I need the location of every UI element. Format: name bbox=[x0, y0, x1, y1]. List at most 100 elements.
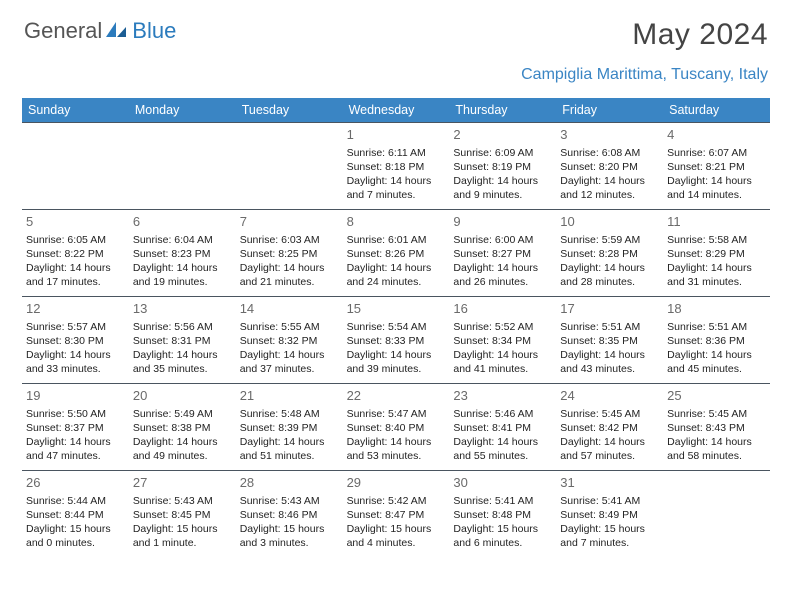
weekday-header: Thursday bbox=[449, 98, 556, 122]
day-cell: 30Sunrise: 5:41 AMSunset: 8:48 PMDayligh… bbox=[449, 471, 556, 557]
day-cell: 16Sunrise: 5:52 AMSunset: 8:34 PMDayligh… bbox=[449, 297, 556, 383]
sunset-text: Sunset: 8:49 PM bbox=[560, 508, 659, 522]
daylight-text: Daylight: 14 hours and 51 minutes. bbox=[240, 435, 339, 463]
sunrise-text: Sunrise: 5:52 AM bbox=[453, 320, 552, 334]
sunset-text: Sunset: 8:35 PM bbox=[560, 334, 659, 348]
sunset-text: Sunset: 8:21 PM bbox=[667, 160, 766, 174]
day-number: 10 bbox=[560, 213, 659, 231]
sunset-text: Sunset: 8:22 PM bbox=[26, 247, 125, 261]
day-number: 6 bbox=[133, 213, 232, 231]
sunrise-text: Sunrise: 5:55 AM bbox=[240, 320, 339, 334]
day-cell: 28Sunrise: 5:43 AMSunset: 8:46 PMDayligh… bbox=[236, 471, 343, 557]
day-cell: 12Sunrise: 5:57 AMSunset: 8:30 PMDayligh… bbox=[22, 297, 129, 383]
sunrise-text: Sunrise: 5:47 AM bbox=[347, 407, 446, 421]
sunrise-text: Sunrise: 5:49 AM bbox=[133, 407, 232, 421]
calendar: Sunday Monday Tuesday Wednesday Thursday… bbox=[22, 98, 770, 557]
daylight-text: Daylight: 14 hours and 17 minutes. bbox=[26, 261, 125, 289]
day-number: 29 bbox=[347, 474, 446, 492]
weekday-header: Friday bbox=[556, 98, 663, 122]
sunrise-text: Sunrise: 5:51 AM bbox=[560, 320, 659, 334]
daylight-text: Daylight: 15 hours and 3 minutes. bbox=[240, 522, 339, 550]
sunrise-text: Sunrise: 5:46 AM bbox=[453, 407, 552, 421]
logo-text-blue: Blue bbox=[132, 18, 176, 44]
daylight-text: Daylight: 14 hours and 39 minutes. bbox=[347, 348, 446, 376]
daylight-text: Daylight: 14 hours and 31 minutes. bbox=[667, 261, 766, 289]
sunrise-text: Sunrise: 5:42 AM bbox=[347, 494, 446, 508]
sunrise-text: Sunrise: 6:04 AM bbox=[133, 233, 232, 247]
day-number: 13 bbox=[133, 300, 232, 318]
sunset-text: Sunset: 8:45 PM bbox=[133, 508, 232, 522]
day-cell bbox=[22, 123, 129, 209]
day-number: 1 bbox=[347, 126, 446, 144]
sunrise-text: Sunrise: 5:50 AM bbox=[26, 407, 125, 421]
day-number: 17 bbox=[560, 300, 659, 318]
day-cell bbox=[663, 471, 770, 557]
day-number: 9 bbox=[453, 213, 552, 231]
sunrise-text: Sunrise: 6:03 AM bbox=[240, 233, 339, 247]
day-number: 16 bbox=[453, 300, 552, 318]
daylight-text: Daylight: 14 hours and 55 minutes. bbox=[453, 435, 552, 463]
weekday-header-row: Sunday Monday Tuesday Wednesday Thursday… bbox=[22, 98, 770, 122]
day-number: 23 bbox=[453, 387, 552, 405]
sunset-text: Sunset: 8:36 PM bbox=[667, 334, 766, 348]
day-cell: 2Sunrise: 6:09 AMSunset: 8:19 PMDaylight… bbox=[449, 123, 556, 209]
day-cell: 13Sunrise: 5:56 AMSunset: 8:31 PMDayligh… bbox=[129, 297, 236, 383]
daylight-text: Daylight: 15 hours and 7 minutes. bbox=[560, 522, 659, 550]
day-number: 30 bbox=[453, 474, 552, 492]
day-number: 3 bbox=[560, 126, 659, 144]
day-number: 25 bbox=[667, 387, 766, 405]
sunrise-text: Sunrise: 5:43 AM bbox=[133, 494, 232, 508]
sunrise-text: Sunrise: 5:45 AM bbox=[667, 407, 766, 421]
day-cell: 27Sunrise: 5:43 AMSunset: 8:45 PMDayligh… bbox=[129, 471, 236, 557]
day-cell: 18Sunrise: 5:51 AMSunset: 8:36 PMDayligh… bbox=[663, 297, 770, 383]
sunset-text: Sunset: 8:19 PM bbox=[453, 160, 552, 174]
sunset-text: Sunset: 8:47 PM bbox=[347, 508, 446, 522]
sunset-text: Sunset: 8:26 PM bbox=[347, 247, 446, 261]
logo: General Blue bbox=[24, 18, 176, 44]
sunset-text: Sunset: 8:37 PM bbox=[26, 421, 125, 435]
sunrise-text: Sunrise: 5:58 AM bbox=[667, 233, 766, 247]
sunset-text: Sunset: 8:33 PM bbox=[347, 334, 446, 348]
daylight-text: Daylight: 15 hours and 4 minutes. bbox=[347, 522, 446, 550]
day-cell: 26Sunrise: 5:44 AMSunset: 8:44 PMDayligh… bbox=[22, 471, 129, 557]
logo-sail-icon bbox=[104, 19, 130, 44]
daylight-text: Daylight: 14 hours and 58 minutes. bbox=[667, 435, 766, 463]
day-cell: 4Sunrise: 6:07 AMSunset: 8:21 PMDaylight… bbox=[663, 123, 770, 209]
daylight-text: Daylight: 15 hours and 6 minutes. bbox=[453, 522, 552, 550]
daylight-text: Daylight: 14 hours and 43 minutes. bbox=[560, 348, 659, 376]
day-number: 20 bbox=[133, 387, 232, 405]
day-number: 28 bbox=[240, 474, 339, 492]
day-cell: 7Sunrise: 6:03 AMSunset: 8:25 PMDaylight… bbox=[236, 210, 343, 296]
day-number: 27 bbox=[133, 474, 232, 492]
day-cell: 10Sunrise: 5:59 AMSunset: 8:28 PMDayligh… bbox=[556, 210, 663, 296]
sunset-text: Sunset: 8:27 PM bbox=[453, 247, 552, 261]
sunrise-text: Sunrise: 5:54 AM bbox=[347, 320, 446, 334]
day-cell: 24Sunrise: 5:45 AMSunset: 8:42 PMDayligh… bbox=[556, 384, 663, 470]
sunrise-text: Sunrise: 5:56 AM bbox=[133, 320, 232, 334]
day-number: 19 bbox=[26, 387, 125, 405]
day-cell: 9Sunrise: 6:00 AMSunset: 8:27 PMDaylight… bbox=[449, 210, 556, 296]
header: General Blue May 2024 Campiglia Marittim… bbox=[0, 0, 792, 90]
sunrise-text: Sunrise: 5:59 AM bbox=[560, 233, 659, 247]
weeks-container: 1Sunrise: 6:11 AMSunset: 8:18 PMDaylight… bbox=[22, 122, 770, 557]
daylight-text: Daylight: 14 hours and 24 minutes. bbox=[347, 261, 446, 289]
daylight-text: Daylight: 14 hours and 7 minutes. bbox=[347, 174, 446, 202]
day-number: 12 bbox=[26, 300, 125, 318]
daylight-text: Daylight: 14 hours and 57 minutes. bbox=[560, 435, 659, 463]
daylight-text: Daylight: 14 hours and 33 minutes. bbox=[26, 348, 125, 376]
sunset-text: Sunset: 8:44 PM bbox=[26, 508, 125, 522]
day-number: 15 bbox=[347, 300, 446, 318]
daylight-text: Daylight: 14 hours and 41 minutes. bbox=[453, 348, 552, 376]
sunset-text: Sunset: 8:46 PM bbox=[240, 508, 339, 522]
day-cell: 1Sunrise: 6:11 AMSunset: 8:18 PMDaylight… bbox=[343, 123, 450, 209]
day-cell bbox=[236, 123, 343, 209]
day-cell: 11Sunrise: 5:58 AMSunset: 8:29 PMDayligh… bbox=[663, 210, 770, 296]
daylight-text: Daylight: 14 hours and 19 minutes. bbox=[133, 261, 232, 289]
sunset-text: Sunset: 8:30 PM bbox=[26, 334, 125, 348]
daylight-text: Daylight: 15 hours and 0 minutes. bbox=[26, 522, 125, 550]
day-cell: 17 Sunrise: 5:51 AMSunset: 8:35 PMDayligh… bbox=[556, 297, 663, 383]
location: Campiglia Marittima, Tuscany, Italy bbox=[521, 66, 768, 84]
week-row: 12Sunrise: 5:57 AMSunset: 8:30 PMDayligh… bbox=[22, 296, 770, 383]
day-cell bbox=[129, 123, 236, 209]
daylight-text: Daylight: 14 hours and 49 minutes. bbox=[133, 435, 232, 463]
